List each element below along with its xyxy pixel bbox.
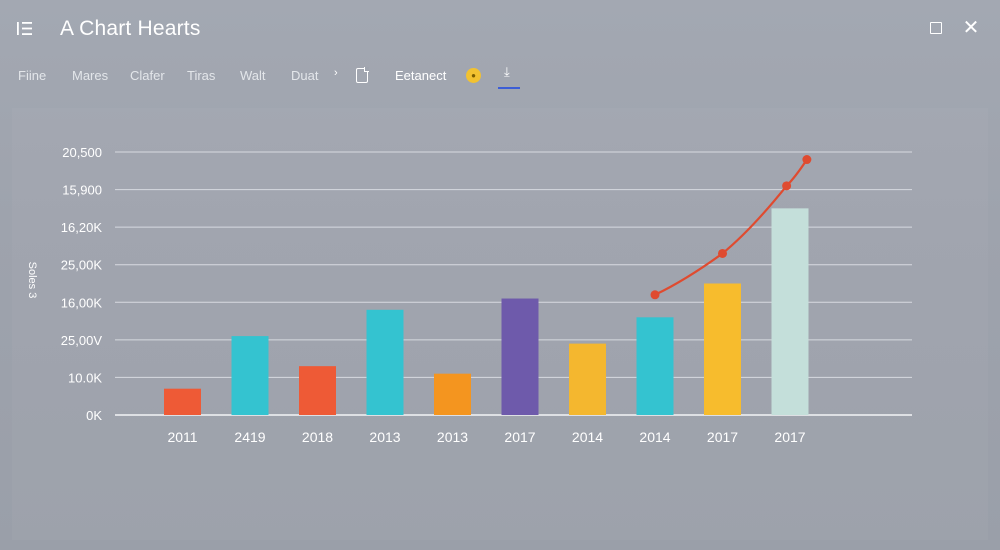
active-tab-indicator [498, 87, 520, 89]
y-tick-label: 16,00K [61, 295, 103, 310]
toolbar-item-walt[interactable]: Walt [240, 68, 266, 83]
toolbar: Fiine Mares Clafer Tiras Walt Duat › Eet… [0, 62, 1000, 92]
y-axis-ticks: 0K 10.0K 25,00V 16,00K 25,00K 16,20K 15,900 20,… [61, 145, 103, 423]
trend-line [650, 155, 812, 300]
bar [501, 298, 539, 415]
list-menu-icon-graphic [17, 22, 32, 35]
close-icon: ✕ [962, 17, 980, 39]
bar [704, 283, 741, 415]
toolbar-item-duat[interactable]: Duat [291, 68, 319, 83]
bar [434, 373, 471, 415]
y-tick-label: 25,00K [61, 258, 103, 273]
toolbar-item-eetanect[interactable]: Eetanect [395, 68, 447, 83]
bar [299, 366, 336, 415]
y-tick-label: 10.0K [68, 370, 102, 385]
trend-point [650, 290, 660, 300]
list-menu-icon[interactable] [16, 18, 38, 40]
toolbar-item-fiine[interactable]: Fiine [18, 68, 47, 83]
y-tick-label: 0K [86, 408, 102, 423]
x-tick-label: 2013 [369, 429, 400, 445]
trend-point [718, 248, 727, 258]
x-tick-label: 2017 [774, 429, 805, 445]
close-button[interactable]: ✕ [960, 17, 982, 39]
bar [366, 309, 404, 415]
bar-chart: 0K 10.0K 25,00V 16,00K 25,00K 16,20K 15,900 20,… [26, 145, 912, 445]
bar [636, 317, 674, 415]
bar [771, 208, 809, 415]
x-axis-ticks: 2011 2419 2018 2013 2013 2017 2014 2014 2017 2017 [167, 429, 805, 445]
y-axis-title: Soles 3 [26, 262, 38, 299]
bars [164, 208, 809, 415]
title-bar: A Chart Hearts ✕ [0, 0, 1000, 60]
download-button[interactable]: ⤓ [498, 64, 520, 89]
x-tick-label: 2017 [504, 429, 535, 445]
y-tick-label: 20,500 [62, 145, 102, 160]
x-tick-label: 2419 [234, 429, 265, 445]
trend-line-path [654, 158, 808, 296]
x-tick-label: 2017 [707, 429, 738, 445]
yellow-status-icon[interactable]: ● [466, 68, 481, 83]
y-tick-label: 16,20K [61, 220, 103, 235]
x-tick-label: 2018 [302, 429, 333, 445]
bar [231, 336, 269, 415]
x-tick-label: 2014 [572, 429, 603, 445]
trend-point [802, 155, 812, 165]
download-icon: ⤓ [504, 64, 510, 79]
toolbar-item-tiras[interactable]: Tiras [187, 68, 216, 83]
bar [164, 388, 201, 415]
maximize-icon [930, 22, 942, 34]
bar [569, 343, 606, 415]
x-tick-label: 2011 [167, 429, 197, 445]
x-tick-label: 2014 [639, 429, 670, 445]
chart-panel: 0K 10.0K 25,00V 16,00K 25,00K 16,20K 15,900 20,… [12, 108, 988, 540]
trend-point [782, 181, 792, 191]
maximize-button[interactable] [925, 17, 947, 39]
x-tick-label: 2013 [437, 429, 468, 445]
y-tick-label: 15,900 [62, 183, 102, 198]
y-tick-label: 25,00V [61, 333, 103, 348]
toolbar-item-mares[interactable]: Mares [72, 68, 109, 83]
toolbar-item-clafer[interactable]: Clafer [130, 68, 165, 83]
document-icon[interactable] [356, 67, 369, 83]
window-title: A Chart Hearts [60, 17, 201, 40]
chevron-right-icon[interactable]: › [334, 67, 338, 79]
